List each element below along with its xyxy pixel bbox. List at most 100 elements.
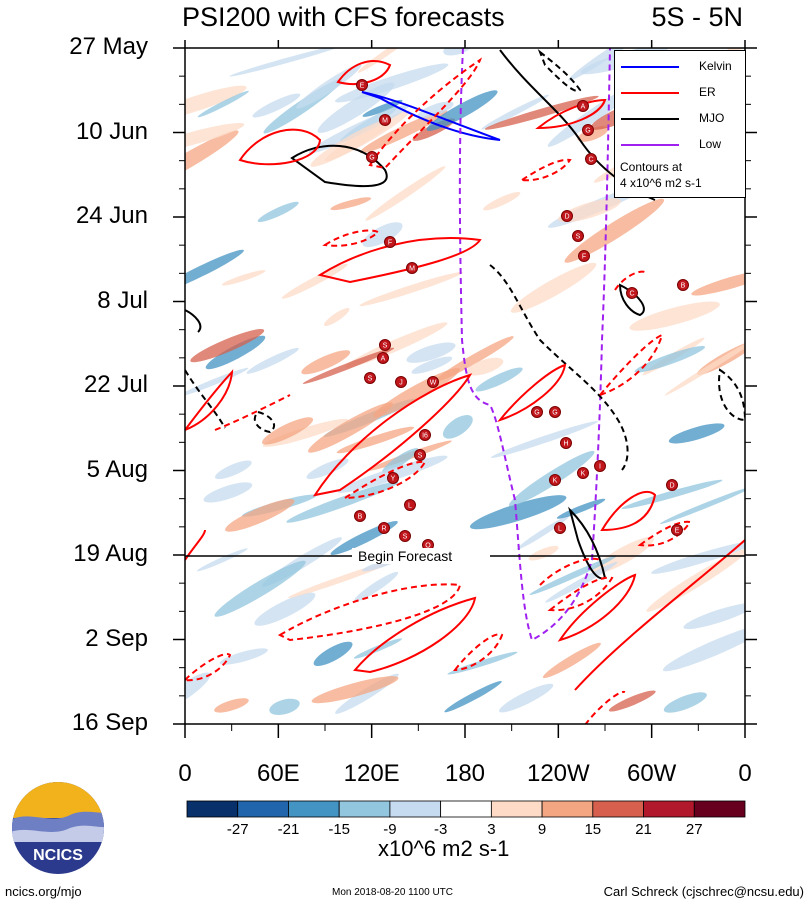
storm-marker: C [585,153,597,165]
anomaly-patch [382,448,419,473]
er-contour [214,394,291,431]
anomaly-patch [205,335,266,370]
storm-marker: W [427,376,439,388]
er-contour [317,237,482,284]
storm-marker: G [366,151,378,163]
colorbar-tick-label: 3 [487,821,496,838]
anomaly-patch [660,487,745,524]
anomaly-patch [558,198,622,223]
storm-letter: K [553,478,558,485]
anomaly-patch [662,623,745,672]
storm-marker: R [378,522,390,534]
x-tick-label: 120W [526,760,590,787]
storm-letter: W [430,380,437,387]
colorbar-swatch [541,800,594,818]
y-tick-label: 8 Jul [97,286,148,314]
anomaly-patch [365,166,446,221]
storm-letter: S [576,234,581,241]
anomaly-patch [221,270,266,286]
storm-marker: I [594,460,606,472]
forecast-label-bg [352,548,490,564]
storm-letter: S [403,534,408,541]
storm-marker: L [404,499,416,511]
anomaly-patch [577,126,609,142]
y-tick-label: 2 Sep [85,624,148,652]
anomaly-patch [185,85,247,121]
mjo-contour [185,309,202,333]
ncics-logo: NCICS [12,782,104,874]
legend: Kelvin ER MJO Low Contours at 4 x10^6 m2 s-… [614,50,746,198]
storm-marker: H [560,437,572,449]
anomaly-patch [286,481,399,523]
anomaly-patch [225,498,295,532]
storm-marker: D [561,210,573,222]
storm-marker: S [379,339,391,351]
er-contour [353,596,477,674]
contour-note-line1: Contours at [620,160,683,174]
legend-item: ER [619,85,741,99]
anomaly-patch [308,402,393,453]
anomaly-patch [484,95,599,130]
anomaly-patch [330,197,372,211]
anomaly-patch [406,342,456,363]
anomaly-patch [483,192,521,211]
anomaly-patch [510,262,597,313]
mjo-contour [537,48,582,92]
legend-item: MJO [619,111,741,125]
storm-letter: C [629,291,634,298]
colorbar-tick-label: -15 [328,821,351,838]
anomaly-patch [229,48,346,77]
anomaly-shading [185,48,745,715]
legend-item: Kelvin [619,59,741,73]
legend-label: ER [699,85,716,99]
anomaly-patch [668,423,725,444]
colorbar-tick-label: 21 [635,821,652,838]
anomaly-patch [469,495,567,530]
forecast-label: Begin Forecast [358,548,452,564]
colorbar-swatch [643,800,695,818]
storm-marker: D [666,479,678,491]
anomaly-patch [466,357,504,376]
logo-text: NCICS [33,847,83,864]
storm-letter: E [360,83,365,90]
storm-letter: H [563,441,568,448]
storm-letter: A [581,104,586,111]
er-contour [547,576,614,612]
er-contour [185,369,234,432]
storm-letter: S [383,343,388,350]
anomaly-patch [310,118,393,167]
er-contour [557,573,637,642]
colorbar-tick-label: 9 [537,821,547,838]
region-label: 5S - 5N [651,2,743,32]
storm-marker: G [531,406,543,418]
x-tick-label: 60W [626,760,677,787]
anomaly-patch [257,201,299,223]
anomaly-patch [442,414,473,439]
storm-letter: G [369,155,374,162]
storm-letter: J [399,380,403,387]
colorbar-tick-label: 15 [584,821,602,838]
storm-marker: B [354,510,366,522]
anomaly-patch [196,548,248,572]
legend-item: Low [619,137,741,151]
storm-letter: G [585,128,590,135]
anomaly-patch [203,482,253,503]
colorbar-swatch [592,800,644,818]
storm-marker: M [379,114,391,126]
storm-letter: Y [391,476,396,483]
colorbar-swatch [389,800,442,818]
er-contour [452,633,504,672]
anomaly-patch [281,263,348,299]
er-contour [584,690,626,724]
storm-marker: L [554,522,566,534]
storm-marker: A [577,100,589,112]
colorbar-tick-label: 27 [685,821,703,838]
er-contour [312,373,473,497]
storm-letter: F [582,254,586,261]
legend-swatch [621,144,679,146]
colorbar-swatch [237,800,289,818]
colorbar-tick-label: -21 [277,821,300,838]
legend-swatch [621,66,679,68]
storm-marker: B [677,279,689,291]
low-contour [458,48,611,642]
